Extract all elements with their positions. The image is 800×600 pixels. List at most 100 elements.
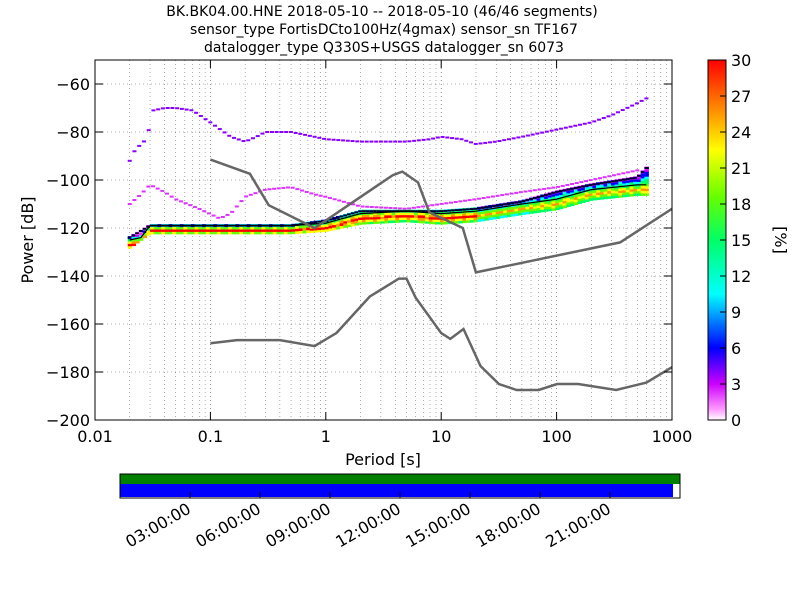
density-cell	[465, 219, 471, 223]
density-cell	[402, 216, 408, 220]
density-cell	[399, 212, 404, 216]
outlier-cell-mid	[225, 213, 230, 216]
density-cell	[354, 215, 359, 219]
x-tick-label: 10	[431, 427, 451, 446]
density-cell	[640, 175, 646, 179]
density-cell	[514, 208, 519, 212]
density-cell	[644, 171, 649, 175]
outlier-cell-high	[322, 137, 327, 140]
density-cell	[205, 226, 211, 230]
density-cell	[462, 220, 467, 224]
density-cell	[581, 199, 586, 203]
density-cell	[413, 214, 419, 218]
density-cell	[283, 226, 289, 230]
density-cell	[417, 212, 423, 216]
density-cell	[469, 217, 475, 221]
density-cell	[544, 201, 549, 205]
density-edge-cell	[547, 192, 553, 195]
density-cell	[443, 216, 449, 220]
density-cell	[276, 231, 281, 235]
outlier-cell-mid	[481, 196, 486, 199]
density-cell	[573, 199, 579, 203]
outlier-cell-high	[540, 131, 545, 134]
density-cell	[451, 216, 456, 220]
density-edge-cell	[514, 201, 519, 204]
outlier-cell-mid	[151, 185, 156, 188]
density-cell	[190, 226, 196, 230]
density-cell	[376, 216, 382, 220]
density-cell	[573, 189, 579, 193]
density-cell	[298, 225, 304, 229]
outlier-cell-high	[592, 120, 597, 123]
density-cell	[387, 220, 393, 224]
density-cell	[558, 201, 564, 205]
density-cell	[555, 207, 560, 211]
density-cell	[536, 197, 542, 201]
density-cell	[131, 236, 136, 240]
density-cell	[503, 209, 508, 213]
density-edge-cell	[499, 203, 504, 206]
outlier-cell-high	[431, 137, 436, 140]
density-cell	[268, 228, 274, 232]
density-cell	[202, 228, 207, 232]
colorbar: 0 3 6 9 12 15 18 21 24 27 30 [%]	[707, 51, 790, 430]
outlier-cell-high	[516, 136, 521, 139]
density-cell	[570, 189, 575, 193]
density-cell	[406, 214, 412, 218]
density-cell	[625, 191, 631, 195]
density-cell	[480, 218, 486, 222]
density-cell	[205, 231, 211, 235]
density-edge-cell	[432, 210, 438, 213]
density-cell	[365, 216, 371, 220]
density-cell	[566, 192, 571, 196]
density-cell	[395, 219, 400, 223]
density-cell	[350, 223, 356, 227]
outlier-cell-mid	[421, 205, 426, 208]
density-edge-cell	[413, 210, 419, 213]
density-cell	[127, 245, 133, 249]
density-cell	[265, 226, 270, 230]
density-cell	[592, 192, 597, 196]
outlier-cell-high	[502, 139, 507, 142]
x-tick-label: 0.1	[198, 427, 223, 446]
density-cell	[570, 194, 575, 198]
density-cell	[335, 223, 341, 227]
density-cell	[633, 178, 638, 182]
outlier-cell-high	[606, 115, 611, 118]
density-cell	[544, 206, 549, 210]
density-cell	[157, 226, 162, 230]
density-cell	[176, 231, 181, 235]
density-edge-cell	[347, 213, 352, 216]
density-cell	[640, 172, 646, 176]
y-tick-label: −180	[46, 363, 90, 382]
density-cell	[488, 209, 493, 213]
density-cell	[421, 217, 426, 221]
outlier-cell-high	[170, 107, 175, 109]
outlier-cell-mid	[472, 198, 477, 201]
density-cell	[391, 219, 397, 223]
outlier-cell-mid	[504, 193, 509, 196]
outlier-cell-mid	[323, 195, 328, 198]
density-cell	[413, 217, 419, 221]
density-cell	[432, 218, 438, 222]
density-cell	[566, 199, 571, 203]
density-cell	[544, 195, 549, 199]
timeline-ticks: 03:00:0006:00:0009:00:0012:00:0015:00:00…	[122, 492, 614, 551]
density-cell	[361, 221, 367, 225]
density-edge-cell	[492, 204, 497, 207]
density-cell	[488, 217, 493, 221]
density-cell	[168, 228, 174, 232]
density-cell	[644, 173, 649, 177]
outlier-cell-mid	[281, 186, 286, 189]
density-cell	[465, 212, 471, 216]
outlier-cell-mid	[500, 194, 505, 197]
outlier-cell-high	[601, 117, 606, 120]
timeline-tick-label: 09:00:00	[262, 499, 334, 551]
density-cell	[573, 194, 579, 198]
density-cell	[629, 188, 635, 192]
density-cell	[425, 211, 430, 215]
density-cell	[622, 194, 627, 198]
outlier-cell-high	[307, 134, 312, 137]
outlier-cell-mid	[560, 184, 565, 187]
outlier-cell-high	[402, 140, 407, 143]
